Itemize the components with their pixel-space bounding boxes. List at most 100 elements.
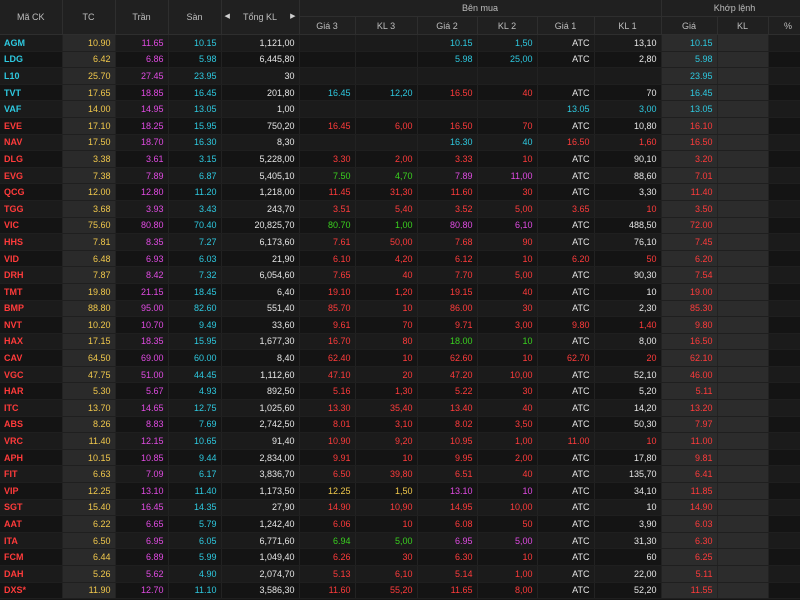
bid1-price-cell[interactable]: ATC xyxy=(537,449,595,467)
bid3-price-cell[interactable]: 9.91 xyxy=(299,449,356,467)
col-ref-header[interactable]: TC xyxy=(62,0,116,35)
col-bid2-vol-header[interactable]: KL 2 xyxy=(477,16,538,35)
bid2-price-cell[interactable] xyxy=(417,100,478,118)
symbol-cell[interactable]: DLG xyxy=(0,150,63,168)
bid3-price-cell[interactable]: 6.94 xyxy=(299,532,356,550)
col-bid1-price-header[interactable]: Giá 1 xyxy=(537,16,595,35)
table-row[interactable]: ITA 6.50 6.95 6.05 6,771,60 6.94 5,00 6.95 5,00 A… xyxy=(0,532,800,550)
bid2-price-cell[interactable]: 6.95 xyxy=(417,532,478,550)
symbol-cell[interactable]: AGM xyxy=(0,34,63,52)
bid2-price-cell[interactable]: 16.50 xyxy=(417,117,478,135)
col-floor-header[interactable]: Sàn xyxy=(168,0,222,35)
bid3-price-cell[interactable]: 5.13 xyxy=(299,565,356,583)
table-row[interactable]: VIC 75.60 80.80 70.40 20,825,70 80.70 1,00 80.8… xyxy=(0,217,800,235)
bid1-price-cell[interactable]: ATC xyxy=(537,565,595,583)
table-row[interactable]: QCG 12.00 12.80 11.20 1,218,00 11.45 31,30 11.6… xyxy=(0,183,800,201)
symbol-cell[interactable]: EVE xyxy=(0,117,63,135)
bid1-price-cell[interactable]: ATC xyxy=(537,300,595,318)
scroll-right-icon[interactable]: ▶ xyxy=(290,13,296,20)
bid2-price-cell[interactable]: 16.30 xyxy=(417,134,478,152)
symbol-cell[interactable]: SGT xyxy=(0,499,63,517)
symbol-cell[interactable]: LDG xyxy=(0,51,63,69)
bid3-price-cell[interactable]: 7.65 xyxy=(299,266,356,284)
table-row[interactable]: HHS 7.81 8.35 7.27 6,173,60 7.61 50,00 7.68 90 AT… xyxy=(0,233,800,251)
col-bid3-price-header[interactable]: Giá 3 xyxy=(299,16,356,35)
bid1-price-cell[interactable]: ATC xyxy=(537,150,595,168)
bid2-price-cell[interactable]: 3.52 xyxy=(417,200,478,218)
bid1-price-cell[interactable]: ATC xyxy=(537,499,595,517)
symbol-cell[interactable]: VIC xyxy=(0,217,63,235)
table-row[interactable]: AAT 6.22 6.65 5.79 1,242,40 6.06 10 6.08 50 ATC 3,… xyxy=(0,515,800,533)
bid1-price-cell[interactable]: ATC xyxy=(537,515,595,533)
col-bid3-vol-header[interactable]: KL 3 xyxy=(355,16,418,35)
bid3-price-cell[interactable]: 14.90 xyxy=(299,499,356,517)
symbol-cell[interactable]: VRC xyxy=(0,432,63,450)
table-row[interactable]: EVG 7.38 7.89 6.87 5,405,10 7.50 4,70 7.89 11,00… xyxy=(0,167,800,185)
bid2-price-cell[interactable]: 11.60 xyxy=(417,183,478,201)
bid1-price-cell[interactable]: ATC xyxy=(537,532,595,550)
symbol-cell[interactable]: ABS xyxy=(0,416,63,434)
bid2-price-cell[interactable]: 5.22 xyxy=(417,382,478,401)
symbol-cell[interactable]: HAR xyxy=(0,382,63,401)
bid1-price-cell[interactable]: 62.70 xyxy=(537,349,595,367)
table-row[interactable]: FCM 6.44 6.89 5.99 1,049,40 6.26 30 6.30 10 ATC 60… xyxy=(0,548,800,566)
col-bid1-vol-header[interactable]: KL 1 xyxy=(594,16,662,35)
symbol-cell[interactable]: CAV xyxy=(0,349,63,367)
table-row[interactable]: VIP 12.25 13.10 11.40 1,173,50 12.25 1,50 13.10… xyxy=(0,482,800,500)
bid1-price-cell[interactable]: ATC xyxy=(537,416,595,434)
bid3-price-cell[interactable]: 16.45 xyxy=(299,117,356,135)
bid2-price-cell[interactable]: 62.60 xyxy=(417,349,478,367)
bid2-price-cell[interactable]: 18.00 xyxy=(417,333,478,351)
bid3-price-cell[interactable]: 8.01 xyxy=(299,416,356,434)
col-total-volume-header[interactable]: ◀ Tổng KL ▶ xyxy=(221,0,300,35)
bid2-price-cell[interactable]: 9.95 xyxy=(417,449,478,467)
bid1-price-cell[interactable]: 16.50 xyxy=(537,134,595,152)
bid3-price-cell[interactable]: 11.60 xyxy=(299,582,356,600)
table-row[interactable]: SGT 15.40 16.45 14.35 27,90 14.90 10,90 14.95 10… xyxy=(0,499,800,517)
col-bid2-price-header[interactable]: Giá 2 xyxy=(417,16,478,35)
table-row[interactable]: DRH 7.87 8.42 7.32 6,054,60 7.65 40 7.70 5,00 ATC… xyxy=(0,266,800,284)
bid3-price-cell[interactable]: 5.16 xyxy=(299,382,356,401)
bid2-price-cell[interactable]: 7.68 xyxy=(417,233,478,251)
bid3-price-cell[interactable]: 16.45 xyxy=(299,84,356,102)
bid3-price-cell[interactable]: 9.61 xyxy=(299,316,356,334)
table-row[interactable]: TVT 17.65 18.85 16.45 201,80 16.45 12,20 16.50 4… xyxy=(0,84,800,102)
bid1-price-cell[interactable]: ATC xyxy=(537,217,595,235)
table-row[interactable]: EVE 17.10 18.25 15.95 750,20 16.45 6,00 16.50 70… xyxy=(0,117,800,135)
table-row[interactable]: TMT 19.80 21.15 18.45 6,40 19.10 1,20 19.15 40 AT… xyxy=(0,283,800,301)
bid3-price-cell[interactable]: 6.06 xyxy=(299,515,356,533)
symbol-cell[interactable]: L10 xyxy=(0,67,63,85)
bid1-price-cell[interactable]: ATC xyxy=(537,382,595,401)
table-row[interactable]: APH 10.15 10.85 9.44 2,834,00 9.91 10 9.95 2,00 A… xyxy=(0,449,800,467)
scroll-left-icon[interactable]: ◀ xyxy=(224,13,230,20)
symbol-cell[interactable]: TMT xyxy=(0,283,63,301)
bid3-price-cell[interactable]: 6.50 xyxy=(299,465,356,484)
col-ceiling-header[interactable]: Trần xyxy=(115,0,169,35)
bid1-price-cell[interactable]: ATC xyxy=(537,482,595,500)
table-row[interactable]: DAH 5.26 5.62 4.90 2,074,70 5.13 6,10 5.14 1,00 A… xyxy=(0,565,800,583)
bid3-price-cell[interactable]: 6.26 xyxy=(299,548,356,566)
symbol-cell[interactable]: NAV xyxy=(0,134,63,152)
bid3-price-cell[interactable]: 6.10 xyxy=(299,250,356,268)
bid1-price-cell[interactable]: 11.00 xyxy=(537,432,595,450)
bid3-price-cell[interactable] xyxy=(299,51,356,69)
bid3-price-cell[interactable] xyxy=(299,100,356,118)
bid1-price-cell[interactable] xyxy=(537,67,595,85)
table-row[interactable]: CAV 64.50 69.00 60.00 8,40 62.40 10 62.60 10 62.7… xyxy=(0,349,800,367)
table-row[interactable]: VRC 11.40 12.15 10.65 91,40 10.90 9,20 10.95 1,0… xyxy=(0,432,800,450)
symbol-cell[interactable]: VAF xyxy=(0,100,63,118)
symbol-cell[interactable]: ITC xyxy=(0,399,63,417)
bid1-price-cell[interactable]: ATC xyxy=(537,167,595,185)
bid2-price-cell[interactable]: 47.20 xyxy=(417,366,478,384)
symbol-cell[interactable]: VGC xyxy=(0,366,63,384)
table-row[interactable]: BMP 88.80 95.00 82.60 551,40 85.70 10 86.00 30 AT… xyxy=(0,300,800,318)
col-match-vol-header[interactable]: KL xyxy=(717,16,769,35)
bid2-price-cell[interactable]: 11.65 xyxy=(417,582,478,600)
bid2-price-cell[interactable]: 6.51 xyxy=(417,465,478,484)
symbol-cell[interactable]: DXS* xyxy=(0,582,63,600)
bid3-price-cell[interactable]: 11.45 xyxy=(299,183,356,201)
bid2-price-cell[interactable]: 13.40 xyxy=(417,399,478,417)
bid3-price-cell[interactable]: 3.30 xyxy=(299,150,356,168)
bid3-price-cell[interactable]: 13.30 xyxy=(299,399,356,417)
symbol-cell[interactable]: VID xyxy=(0,250,63,268)
